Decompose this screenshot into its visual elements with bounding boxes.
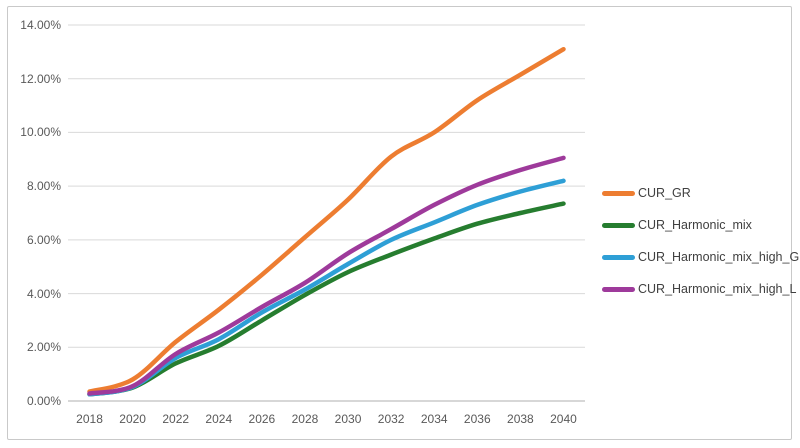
x-axis-tick-label: 2034 [420,412,448,426]
legend-label: CUR_Harmonic_mix_high_G [638,250,800,264]
legend-item-CUR_Harmonic_mix: CUR_Harmonic_mix [602,217,799,233]
y-axis-tick-label: 0.00% [26,394,61,408]
x-axis-tick-label: 2036 [463,412,491,426]
series-line-CUR_GR [87,46,566,394]
x-axis-tick-label: 2018 [76,412,103,426]
legend-item-CUR_Harmonic_mix_high_G: CUR_Harmonic_mix_high_G [602,249,799,265]
x-axis-tick-label: 2026 [248,412,276,426]
x-axis-tick-label: 2040 [550,412,577,426]
x-axis-tick-label: 2028 [291,412,319,426]
legend-line-swatch [602,190,635,196]
x-axis-tick-label: 2038 [507,412,534,426]
y-axis-tick-label: 10.00% [20,125,61,140]
y-axis-tick-label: 4.00% [26,286,61,301]
legend-line-swatch [602,286,635,292]
series-line-CUR_Harmonic_mix_high_G [87,178,566,397]
legend-item-CUR_GR: CUR_GR [602,185,799,201]
chart-legend: CUR_GR CUR_Harmonic_mix CUR_Harmonic_mix_h… [602,185,799,297]
chart-frame [7,6,792,440]
legend-label: CUR_Harmonic_mix_high_L [638,282,797,296]
legend-line-swatch [602,254,635,260]
x-axis-tick-label: 2032 [377,412,405,426]
x-axis-tick-label: 2030 [334,412,362,426]
legend-line-swatch [602,222,635,228]
series-line-CUR_Harmonic_mix [87,201,566,397]
x-axis-tick-label: 2024 [205,412,233,426]
x-axis-tick-label: 2020 [119,412,146,426]
series-line-CUR_Harmonic_mix_high_L [87,155,566,396]
y-axis-tick-label: 12.00% [20,71,61,86]
legend-item-CUR_Harmonic_mix_high_L: CUR_Harmonic_mix_high_L [602,281,799,297]
y-axis-tick-label: 6.00% [26,232,61,247]
y-axis-tick-label: 2.00% [26,340,61,355]
x-axis-tick-label: 2022 [162,412,190,426]
legend-label: CUR_Harmonic_mix [638,218,752,232]
y-axis-tick-label: 8.00% [26,179,61,194]
y-axis-tick-label: 14.00% [20,18,61,32]
legend-label: CUR_GR [638,186,691,200]
